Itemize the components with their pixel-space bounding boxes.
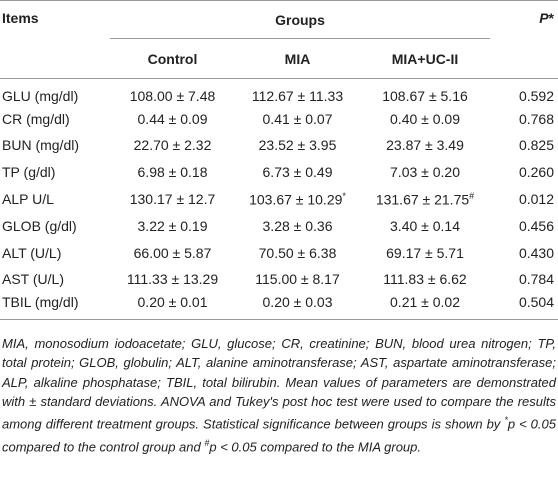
value-cell: 3.40 ± 0.14 <box>390 217 460 234</box>
items-header: Items <box>0 0 110 79</box>
p-value: 0.784 <box>518 271 554 288</box>
value-cell: 69.17 ± 5.71 <box>386 244 464 261</box>
value-cell: 131.67 ± 21.75# <box>360 186 490 213</box>
items-label: Items <box>2 10 39 26</box>
p-label: P* <box>490 1 554 26</box>
p-value: 0.430 <box>518 244 554 261</box>
data-row: BUN (mg/dl) 22.70 ± 2.32 23.52 ± 3.95 23.87… <box>0 132 558 159</box>
value-cell: 0.41 ± 0.07 <box>262 110 333 127</box>
value-cell: 7.03 ± 0.20 <box>390 164 460 181</box>
value-cell: 0.21 ± 0.02 <box>360 292 490 321</box>
value-cell: 0.44 ± 0.09 <box>137 110 208 127</box>
group-header: MIA+UC-II <box>391 50 459 67</box>
table-body: GLU (mg/dl) 108.00 ± 7.48 112.67 ± 11.33 10… <box>0 79 558 321</box>
data-row: GLU (mg/dl) 108.00 ± 7.48 112.67 ± 11.33 10… <box>0 79 558 106</box>
row-label: TBIL (mg/dl) <box>0 292 110 321</box>
cell-text: 103.67 ± 10.29 <box>249 191 343 208</box>
group-header: MIA <box>284 50 311 67</box>
data-row: TP (g/dl) 6.98 ± 0.18 6.73 ± 0.49 7.03 ± 0.… <box>0 159 558 186</box>
value-cell: 111.33 ± 13.29 <box>126 271 219 288</box>
p-value: 0.260 <box>518 164 554 181</box>
row-label: TP (g/dl) <box>2 164 56 181</box>
row-label: CR (mg/dl) <box>2 110 70 127</box>
value-cell: 115.00 ± 8.17 <box>255 271 340 288</box>
row-label: BUN (mg/dl) <box>2 137 80 154</box>
p-value: 0.456 <box>518 217 554 234</box>
footnote-text: p < 0.05 compared to the MIA group. <box>209 438 421 454</box>
table-head: Items Groups P* Control MIA MIA+UC-II <box>0 0 558 79</box>
row-label: ALP U/L <box>2 191 54 208</box>
p-value: 0.504 <box>490 292 558 321</box>
p-value: 0.768 <box>518 110 554 127</box>
value-cell: 3.28 ± 0.36 <box>262 217 333 234</box>
row-label: GLU (mg/dl) <box>2 88 79 105</box>
value-cell: 103.67 ± 10.29* <box>235 186 360 213</box>
data-row: AST (U/L) 111.33 ± 13.29 115.00 ± 8.17 111.… <box>0 266 558 293</box>
value-cell: 108.00 ± 7.48 <box>129 88 216 105</box>
p-value: 0.012 <box>518 191 554 208</box>
footnote-mark: * <box>504 414 508 425</box>
groups-header: Groups <box>110 0 490 39</box>
data-row: CR (mg/dl) 0.44 ± 0.09 0.41 ± 0.07 0.40 ± 0… <box>0 105 558 132</box>
data-table: Items Groups P* Control MIA MIA+UC-II GLU … <box>0 0 558 321</box>
value-cell: 0.40 ± 0.09 <box>390 110 460 127</box>
value-cell: 23.52 ± 3.95 <box>258 137 337 154</box>
value-cell: 0.20 ± 0.01 <box>110 292 235 321</box>
row-label: GLOB (g/dl) <box>2 217 77 234</box>
significance-mark: # <box>469 190 475 201</box>
footnote-text: p < 0.05 compared to the control group a… <box>2 416 556 454</box>
data-row: GLOB (g/dl) 3.22 ± 0.19 3.28 ± 0.36 3.40 ± … <box>0 212 558 239</box>
value-cell: 66.00 ± 5.87 <box>133 244 212 261</box>
header-row: Items Groups P* <box>0 0 558 79</box>
value-cell: 22.70 ± 2.32 <box>133 137 212 154</box>
cell-text: 131.67 ± 21.75 <box>375 191 470 208</box>
value-cell: 108.67 ± 5.16 <box>382 88 468 105</box>
value-cell: 112.67 ± 11.33 <box>251 88 344 105</box>
value-cell: 23.87 ± 3.49 <box>386 137 464 154</box>
value-cell: 130.17 ± 12.7 <box>129 191 216 208</box>
value-cell: 3.22 ± 0.19 <box>137 217 208 234</box>
p-header: P* <box>490 0 558 79</box>
p-value: 0.592 <box>518 88 554 105</box>
group-header: Control <box>147 50 198 67</box>
value-cell: 6.98 ± 0.18 <box>137 164 208 181</box>
p-mark: * <box>548 10 554 26</box>
subheader-row: Control MIA MIA+UC-II <box>0 39 558 79</box>
value-cell: 70.50 ± 6.38 <box>258 244 337 261</box>
footnote-mark: # <box>204 437 210 448</box>
footnote-text: MIA, monosodium iodoacetate; GLU, glucos… <box>2 336 556 432</box>
p-letter: P <box>539 10 549 26</box>
p-value: 0.825 <box>518 137 554 154</box>
row-label: AST (U/L) <box>2 271 64 288</box>
significance-mark: * <box>342 190 346 201</box>
value-cell: 111.83 ± 6.62 <box>383 271 467 288</box>
row-label: ALT (U/L) <box>2 244 62 261</box>
value-cell: 6.73 ± 0.49 <box>262 164 333 181</box>
value-cell: 0.20 ± 0.03 <box>235 292 360 321</box>
data-row: TBIL (mg/dl) 0.20 ± 0.01 0.20 ± 0.03 0.21 ±… <box>0 292 558 321</box>
footnote: MIA, monosodium iodoacetate; GLU, glucos… <box>2 334 556 456</box>
data-row: ALP U/L 130.17 ± 12.7 103.67 ± 10.29* 131.6… <box>0 186 558 213</box>
data-row: ALT (U/L) 66.00 ± 5.87 70.50 ± 6.38 69.17 ±… <box>0 239 558 266</box>
